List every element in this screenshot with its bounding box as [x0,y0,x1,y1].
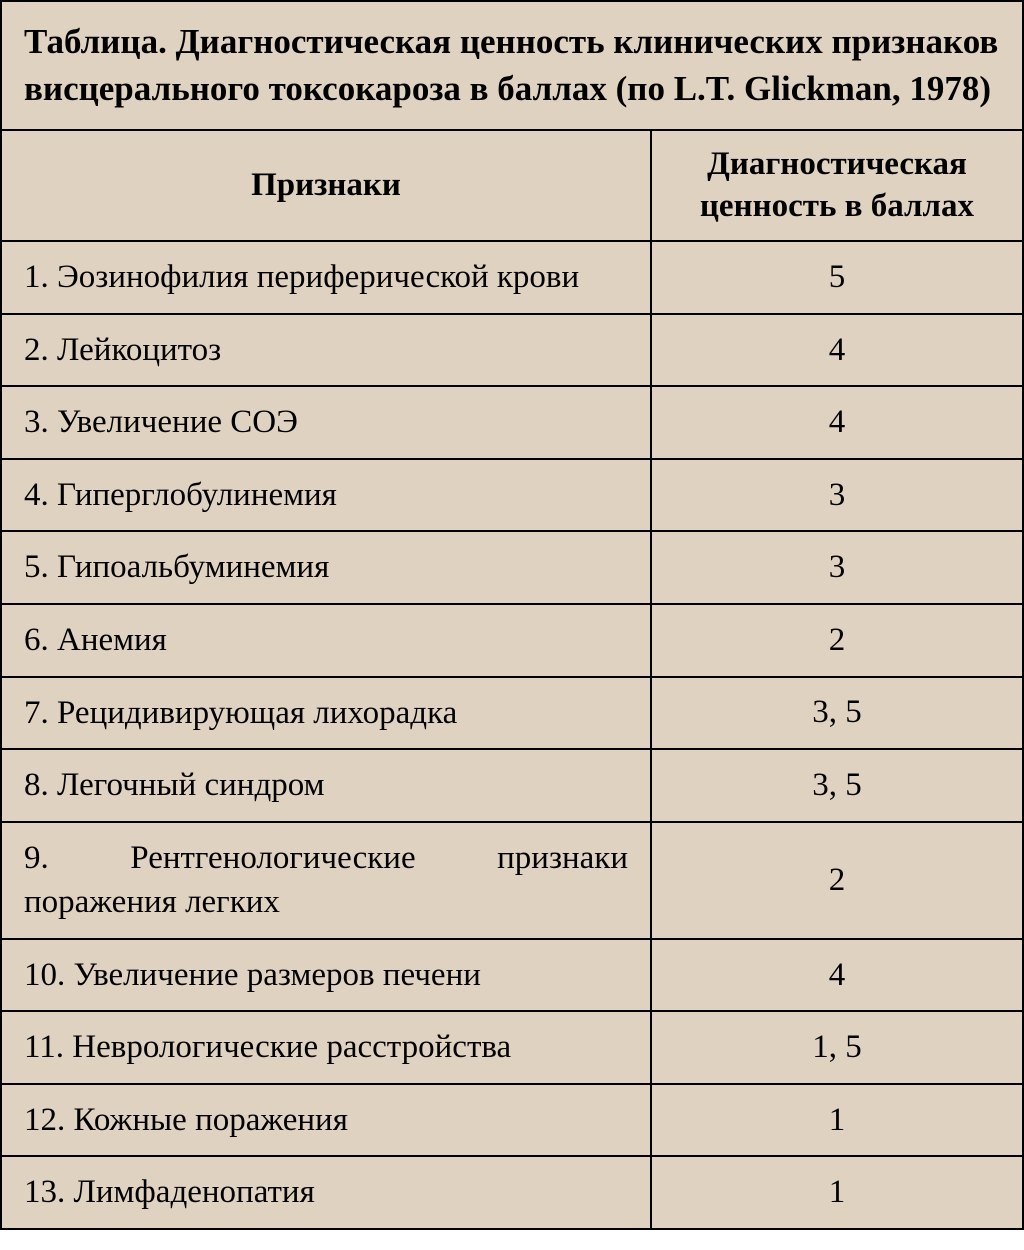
cell-value: 3, 5 [652,678,1022,749]
table-row: 5. Гипоальбуминемия3 [2,532,1022,605]
cell-value: 1, 5 [652,1012,1022,1083]
cell-sign: 6. Анемия [2,605,652,676]
table-row: 3. Увеличение СОЭ4 [2,387,1022,460]
cell-sign: 2. Лейкоцитоз [2,315,652,386]
cell-sign: 9. Рентгенологические признаки поражения… [2,823,652,938]
table-header-row: Признаки Диагностическая ценность в балл… [2,131,1022,243]
cell-value: 3 [652,460,1022,531]
cell-value: 5 [652,242,1022,313]
table-row: 12. Кожные поражения1 [2,1085,1022,1158]
cell-value: 1 [652,1157,1022,1228]
table-row: 11. Неврологические расстройства1, 5 [2,1012,1022,1085]
table-row: 13. Лимфаденопатия1 [2,1157,1022,1228]
cell-value: 1 [652,1085,1022,1156]
cell-sign: 8. Легочный синдром [2,750,652,821]
cell-value: 4 [652,387,1022,458]
header-col-value: Диагностическая ценность в баллах [652,131,1022,241]
cell-value: 4 [652,315,1022,386]
cell-value: 3, 5 [652,750,1022,821]
cell-value: 2 [652,605,1022,676]
table-row: 6. Анемия2 [2,605,1022,678]
cell-sign: 7. Рецидивирующая лихорадка [2,678,652,749]
table-row: 10. Увеличение размеров печени4 [2,940,1022,1013]
cell-sign: 13. Лимфаденопатия [2,1157,652,1228]
cell-value: 2 [652,823,1022,938]
cell-sign: 10. Увеличение размеров печени [2,940,652,1011]
cell-sign: 3. Увеличение СОЭ [2,387,652,458]
table-row: 7. Рецидивирующая лихорадка3, 5 [2,678,1022,751]
cell-sign: 12. Кожные поражения [2,1085,652,1156]
cell-value: 4 [652,940,1022,1011]
table-row: 1. Эозинофилия периферической крови5 [2,242,1022,315]
table-row: 4. Гиперглобулинемия3 [2,460,1022,533]
cell-sign: 1. Эозинофилия периферической крови [2,242,652,313]
cell-value: 3 [652,532,1022,603]
header-col-signs: Признаки [2,131,652,241]
table-row: 9. Рентгенологические признаки поражения… [2,823,1022,940]
cell-sign: 11. Неврологические расстройства [2,1012,652,1083]
table-row: 2. Лейкоцитоз4 [2,315,1022,388]
cell-sign: 5. Гипоальбуминемия [2,532,652,603]
table-body: 1. Эозинофилия периферической крови52. Л… [2,242,1022,1228]
diagnostic-table: Таблица. Диагностическая ценность клинич… [0,0,1024,1230]
cell-sign: 4. Гиперглобулинемия [2,460,652,531]
table-title: Таблица. Диагностическая ценность клинич… [2,2,1022,131]
table-row: 8. Легочный синдром3, 5 [2,750,1022,823]
